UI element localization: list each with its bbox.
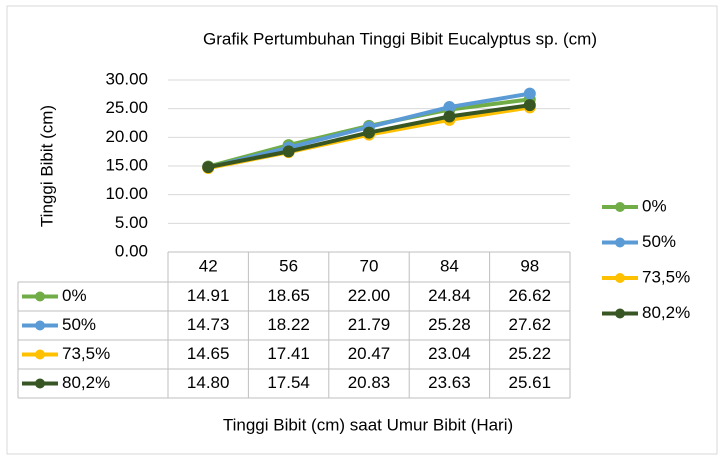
table-key-marker [35,349,45,360]
x-tick-label: 98 [520,256,539,275]
table-series-name: 73,5% [62,344,110,363]
data-point [282,145,295,158]
x-tick-label: 84 [440,256,459,275]
data-point [443,101,456,114]
data-point [363,126,375,139]
table-cell: 20.83 [348,373,391,392]
table-cell: 14.91 [187,286,230,305]
table-cell: 18.65 [267,286,310,305]
table-series-name: 50% [62,315,96,334]
table-cell: 20.47 [348,344,391,363]
table-cell: 25.22 [509,344,552,363]
table-cell: 23.63 [428,373,471,392]
table-cell: 24.84 [428,286,471,305]
table-cell: 17.41 [267,344,310,363]
table-cell: 18.22 [267,315,310,334]
data-point [523,99,536,112]
table-cell: 14.65 [187,344,230,363]
legend-key-marker [615,273,625,283]
table-cell: 26.62 [509,286,552,305]
x-tick-label: 70 [360,256,379,275]
table-series-name: 0% [62,286,87,305]
legend-label: 50% [642,232,676,251]
y-tick-label: 20.00 [105,127,148,146]
table-cell: 27.62 [509,315,552,334]
table-key-marker [35,291,45,302]
x-tick-label: 56 [279,256,298,275]
y-tick-label: 10.00 [105,184,148,203]
table-cell: 14.80 [187,373,230,392]
y-axis-title: Tinggi Bibit (cm) [37,105,56,227]
table-cell: 23.04 [428,344,471,363]
y-tick-label: 25.00 [105,98,148,117]
table-cell: 14.73 [187,315,230,334]
table-cell: 22.00 [348,286,391,305]
x-tick-label: 42 [199,256,218,275]
y-tick-label: 15.00 [105,155,148,174]
table-key-marker [35,378,45,389]
chart-frame [6,5,718,455]
legend-label: 73,5% [642,267,690,286]
table-cell: 25.28 [428,315,471,334]
table-cell: 25.61 [509,373,552,392]
table-series-name: 80,2% [62,373,110,392]
data-point [443,110,456,123]
table-cell: 17.54 [267,373,310,392]
legend-key-marker [615,237,625,248]
chart-title: Grafik Pertumbuhan Tinggi Bibit Eucalypt… [203,29,597,48]
legend-label: 80,2% [642,303,690,322]
x-axis-title: Tinggi Bibit (cm) saat Umur Bibit (Hari) [223,415,513,434]
y-tick-label: 0.00 [115,241,148,260]
table-cell: 21.79 [348,315,391,334]
y-tick-label: 5.00 [115,213,148,232]
data-point [202,161,215,174]
legend-key-marker [615,202,625,212]
legend-label: 0% [642,196,667,215]
data-point [523,87,536,100]
y-tick-label: 30.00 [105,69,148,88]
legend-key-marker [615,308,625,319]
table-key-marker [35,320,45,331]
